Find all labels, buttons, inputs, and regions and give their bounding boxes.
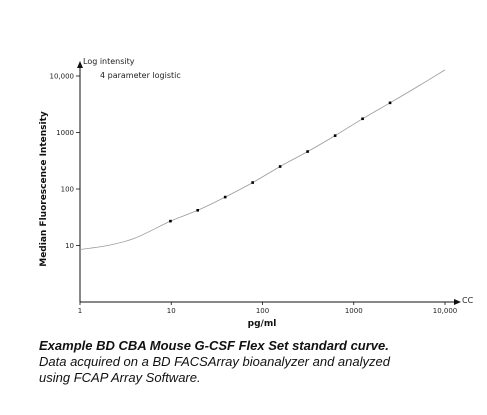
y-axis-title: Median Fluorescence Intensity [39, 111, 49, 267]
caption-line-1: Data acquired on a BD FACSArray bioanaly… [39, 354, 390, 369]
standard-curve-chart: 10 100 1000 10,000 1 10 100 1000 10,000 Log int… [39, 57, 474, 329]
y-tick-label: 10,000 [50, 73, 75, 81]
caption-title: Example BD CBA Mouse G-CSF Flex Set stan… [39, 338, 389, 353]
x-axis-caption: CC [462, 296, 474, 305]
x-tick-label: 10,000 [433, 307, 458, 315]
y-axis-arrow [77, 61, 83, 68]
fit-curve [79, 69, 446, 250]
y-ticks: 10 100 1000 10,000 [50, 73, 80, 250]
y-tick-label: 1000 [56, 129, 74, 137]
x-axis-title: pg/ml [248, 319, 277, 329]
figure-caption: Example BD CBA Mouse G-CSF Flex Set stan… [39, 338, 479, 386]
fit-label: 4 parameter logistic [100, 71, 181, 80]
y-tick-label: 10 [65, 242, 74, 250]
data-points [169, 101, 392, 223]
data-point [251, 181, 254, 184]
x-tick-label: 100 [256, 307, 269, 315]
data-point [388, 101, 392, 105]
y-axis-caption: Log intensity [83, 57, 135, 66]
x-ticks: 1 10 100 1000 10,000 [78, 302, 457, 315]
x-tick-label: 1000 [345, 307, 363, 315]
data-point [361, 117, 364, 121]
caption-line-2: using FCAP Array Software. [39, 370, 201, 385]
y-tick-label: 100 [61, 186, 74, 194]
data-point [196, 208, 200, 212]
data-point [278, 165, 282, 168]
x-tick-label: 10 [167, 307, 176, 315]
data-point [223, 195, 227, 199]
x-tick-label: 1 [78, 307, 82, 315]
data-point [306, 150, 309, 153]
data-point [333, 134, 337, 137]
axes [77, 61, 461, 305]
data-point [169, 219, 172, 223]
x-axis-arrow [454, 299, 461, 305]
